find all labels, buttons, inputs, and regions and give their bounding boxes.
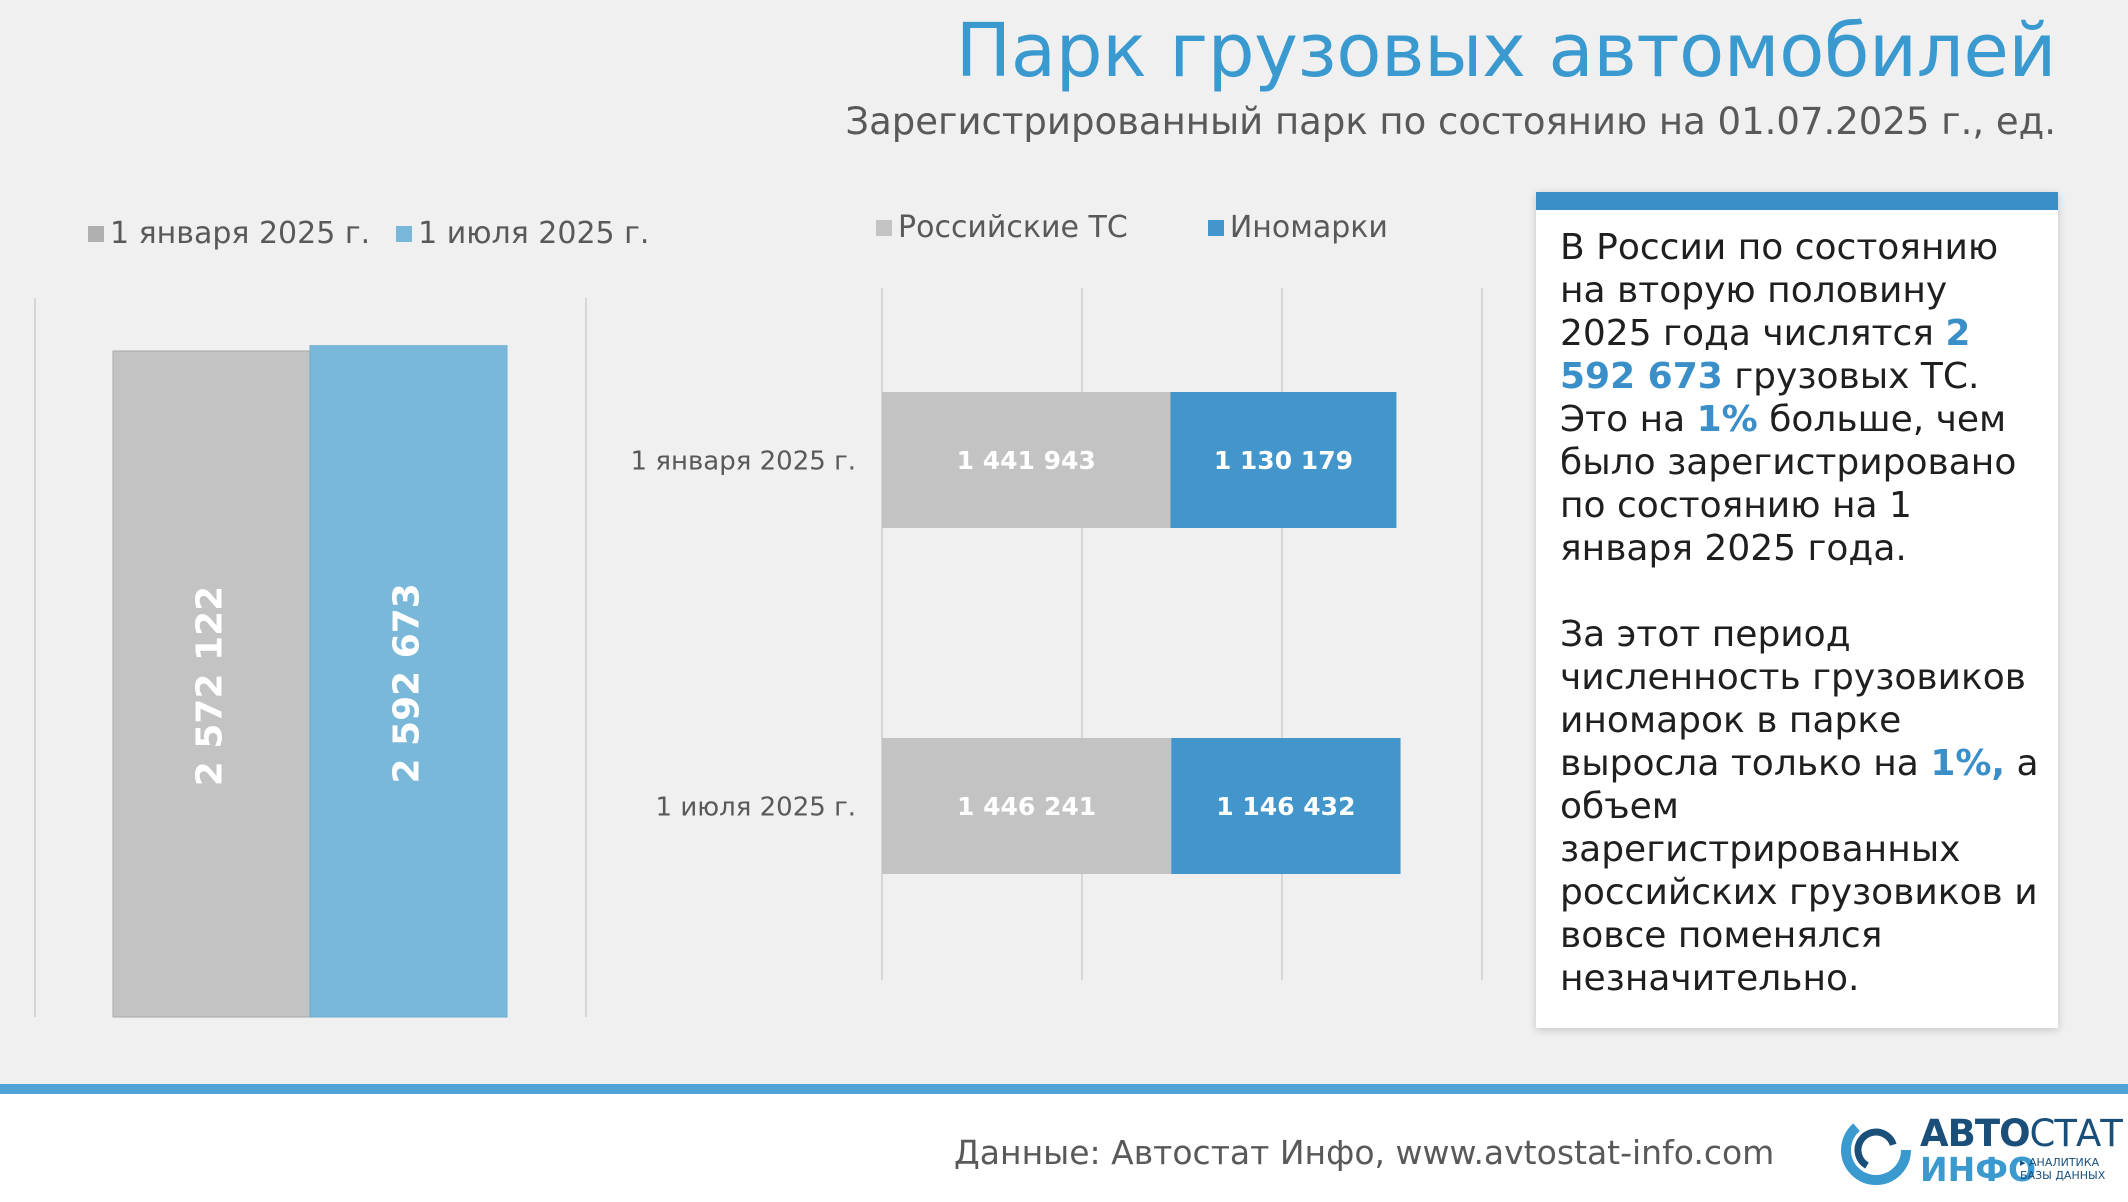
chart2-bar-label-foreign-1: 1 146 432 [1216, 792, 1355, 821]
footer [0, 1094, 2128, 1202]
p1-text-a: В России по состоянию на вторую половину… [1560, 227, 1999, 354]
chart2-stacked-bars: 1 января 2025 г. 1 441 943 1 130 179 1 июля… [585, 288, 1483, 1017]
legend-item-russian: Российские ТС [876, 210, 1128, 245]
p1-highlight-total: 2 592 673 [1560, 313, 1971, 397]
chart2-bar-russian-1 [882, 738, 1172, 874]
chart2-legend: Российские ТС Иномарки [876, 210, 1414, 245]
summary-textbox: В России по состоянию на вторую половину… [1536, 192, 2058, 1028]
chart1-bar-label-jul: 2 592 673 [387, 583, 428, 783]
legend-label-jan: 1 января 2025 г. [110, 216, 371, 251]
chart1-vertical-bars: 2 572 122 2 592 673 [34, 298, 587, 1018]
legend-swatch-jul [396, 225, 413, 242]
chart2-category-label: 1 января 2025 г. [631, 447, 856, 477]
p1-text-c: больше, чем было зарегистрировано по сос… [1560, 399, 2017, 569]
legend-swatch-foreign [1207, 219, 1224, 236]
chart1-legend: 1 января 2025 г. 1 июля 2025 г. [88, 216, 675, 251]
legend-label-foreign: Иномарки [1229, 210, 1388, 245]
summary-paragraph-1: В России по состоянию на вторую половину… [1560, 226, 2044, 570]
logo-tagline: ▸ АНАЛИТИКА БАЗЫ ДАННЫХ [2020, 1156, 2106, 1182]
chart2-bar-label-foreign-0: 1 130 179 [1214, 446, 1353, 475]
logo-wordmark-bottom: ИНФО [1920, 1150, 2037, 1189]
logo-swirl-icon [1841, 1115, 1911, 1185]
chart2-bar-label-russian-0: 1 441 943 [957, 446, 1096, 475]
page-subtitle: Зарегистрированный парк по состоянию на … [845, 100, 2056, 143]
legend-item-jul: 1 июля 2025 г. [396, 216, 649, 251]
chart2-bar-foreign-1 [1171, 738, 1401, 874]
textbox-body: В России по состоянию на вторую половину… [1560, 226, 2044, 1000]
p1-text-b: грузовых ТС. Это на [1560, 356, 1980, 440]
chart2-bar-foreign-0 [1170, 392, 1397, 528]
p2-text-a: За этот период численность грузовиков ин… [1560, 614, 2026, 784]
chart2-category-label: 1 июля 2025 г. [656, 793, 856, 823]
legend-item-jan: 1 января 2025 г. [88, 216, 370, 251]
avtostat-logo: АВТОСТАТ ИНФО ▸ АНАЛИТИКА БАЗЫ ДАННЫХ [1836, 1108, 2123, 1192]
source-text: Данные: Автостат Инфо, www.avtostat-info… [954, 1133, 1775, 1172]
legend-label-russian: Российские ТС [898, 210, 1128, 245]
footer-stripe [0, 1084, 2128, 1094]
logo-wordmark-top: АВТОСТАТ [1920, 1112, 2123, 1155]
chart1-bar-label-jan: 2 572 122 [190, 586, 231, 786]
chart1-bar-jul [309, 345, 508, 1018]
summary-paragraph-2: За этот период численность грузовиков ин… [1560, 613, 2044, 1000]
textbox-topbar [1536, 192, 2058, 210]
chart2-bar-label-russian-1: 1 446 241 [957, 792, 1096, 821]
p2-highlight-percent: 1%, [1930, 743, 2006, 784]
page-title: Парк грузовых автомобилей [955, 8, 2057, 94]
legend-swatch-russian [876, 219, 892, 236]
chart1-bar-jan [112, 350, 311, 1018]
legend-label-jul: 1 июля 2025 г. [418, 216, 650, 251]
p2-text-b: а объем зарегистрированных российских гр… [1560, 743, 2039, 999]
legend-swatch-jan [88, 225, 104, 242]
chart2-bar-russian-0 [882, 392, 1171, 528]
legend-item-foreign: Иномарки [1207, 210, 1388, 245]
p1-highlight-percent: 1% [1696, 399, 1758, 440]
